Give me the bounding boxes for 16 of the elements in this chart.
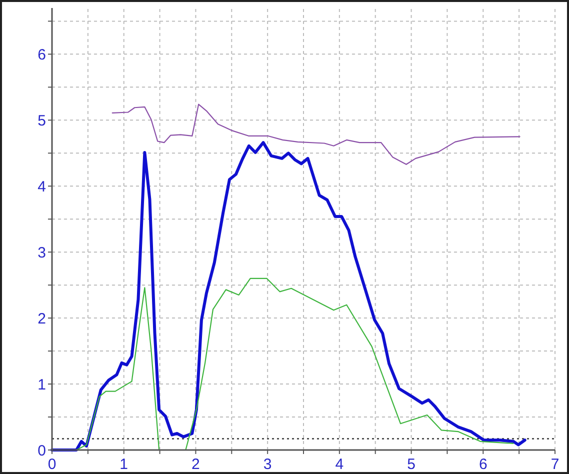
y-tick-label: 3 — [38, 244, 46, 262]
x-tick-label: 4 — [335, 456, 344, 473]
y-tick-label: 1 — [38, 376, 46, 394]
line-series — [50, 141, 526, 452]
y-tick-label: 0 — [38, 442, 46, 460]
x-tick-label: 3 — [263, 456, 272, 473]
y-tick-label: 4 — [38, 178, 46, 196]
x-tick-label: 7 — [550, 456, 560, 473]
x-tick-label: 6 — [478, 456, 488, 473]
x-tick-label: 1 — [120, 456, 128, 473]
y-tick-label: 2 — [38, 310, 46, 328]
x-tick-label: 5 — [407, 456, 416, 473]
line-series — [112, 104, 520, 165]
y-tick-label: 5 — [38, 112, 46, 130]
x-tick-label: 2 — [192, 456, 200, 473]
y-tick-label: 6 — [38, 46, 46, 64]
